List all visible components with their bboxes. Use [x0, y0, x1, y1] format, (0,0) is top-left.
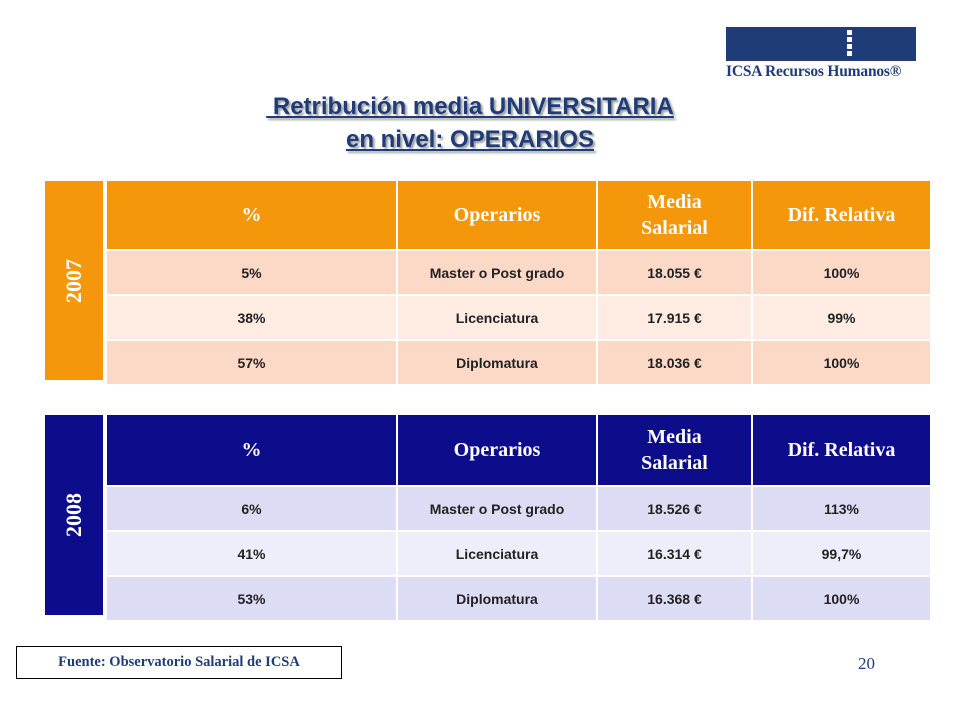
cell-percent: 38%	[107, 294, 398, 340]
table-row: 53% Diplomatura 16.368 € 100%	[107, 575, 930, 620]
cell-percent: 5%	[107, 249, 398, 295]
cell-percent: 53%	[107, 575, 398, 620]
cell-percent: 57%	[107, 339, 398, 384]
icsa-logo: ICSA Recursos Humanos®	[726, 27, 916, 82]
cell-relative: 99%	[752, 294, 930, 340]
table-row: 6% Master o Post grado 18.526 € 113%	[107, 485, 930, 531]
header-operarios: Operarios	[397, 181, 598, 250]
header-percent: %	[107, 415, 398, 486]
table-row: 41% Licenciatura 16.314 € 99,7%	[107, 530, 930, 576]
year-label-2007: 2007	[45, 181, 103, 380]
logo-bar	[726, 27, 916, 61]
header-dif-relativa: Dif. Relativa	[752, 181, 930, 250]
year-label-2008: 2008	[45, 415, 103, 615]
cell-relative: 113%	[752, 485, 930, 531]
logo-text: ICSA Recursos Humanos®	[726, 63, 902, 80]
cell-level: Diplomatura	[397, 575, 598, 620]
header-operarios: Operarios	[397, 415, 598, 486]
cell-level: Master o Post grado	[397, 249, 598, 295]
source-note: Fuente: Observatorio Salarial de ICSA	[16, 646, 342, 679]
cell-level: Master o Post grado	[397, 485, 598, 531]
cell-salary: 16.368 €	[597, 575, 753, 620]
cell-relative: 100%	[752, 339, 930, 384]
cell-salary: 18.055 €	[597, 249, 753, 295]
header-media-salarial: Media Salarial	[597, 181, 753, 250]
salary-table-2008: % Operarios Media Salarial Dif. Relativa…	[107, 415, 930, 620]
cell-percent: 41%	[107, 530, 398, 576]
cell-relative: 100%	[752, 575, 930, 620]
table-block-2008: 2008 % Operarios Media Salarial Dif. Rel…	[45, 415, 930, 620]
cell-relative: 100%	[752, 249, 930, 295]
page-number: 20	[858, 654, 875, 673]
salary-table-2007: % Operarios Media Salarial Dif. Relativa…	[107, 181, 930, 384]
cell-percent: 6%	[107, 485, 398, 531]
table-row: 38% Licenciatura 17.915 € 99%	[107, 294, 930, 340]
cell-level: Licenciatura	[397, 294, 598, 340]
table-row: 5% Master o Post grado 18.055 € 100%	[107, 249, 930, 295]
header-percent: %	[107, 181, 398, 250]
slide-title: Retribución media UNIVERSITARIA en nivel…	[140, 90, 800, 156]
cell-salary: 17.915 €	[597, 294, 753, 340]
cell-salary: 18.526 €	[597, 485, 753, 531]
cell-relative: 99,7%	[752, 530, 930, 576]
logo-dots-icon	[846, 30, 854, 58]
cell-level: Licenciatura	[397, 530, 598, 576]
table-block-2007: 2007 % Operarios Media Salarial Dif. Rel…	[45, 181, 930, 384]
header-dif-relativa: Dif. Relativa	[752, 415, 930, 486]
title-line-2: en nivel: OPERARIOS	[345, 126, 595, 153]
table-header-row: % Operarios Media Salarial Dif. Relativa	[107, 181, 930, 250]
header-media-salarial: Media Salarial	[597, 415, 753, 486]
title-line-1: Retribución media UNIVERSITARIA	[266, 93, 674, 120]
table-header-row: % Operarios Media Salarial Dif. Relativa	[107, 415, 930, 486]
cell-salary: 16.314 €	[597, 530, 753, 576]
table-row: 57% Diplomatura 18.036 € 100%	[107, 339, 930, 384]
cell-level: Diplomatura	[397, 339, 598, 384]
cell-salary: 18.036 €	[597, 339, 753, 384]
